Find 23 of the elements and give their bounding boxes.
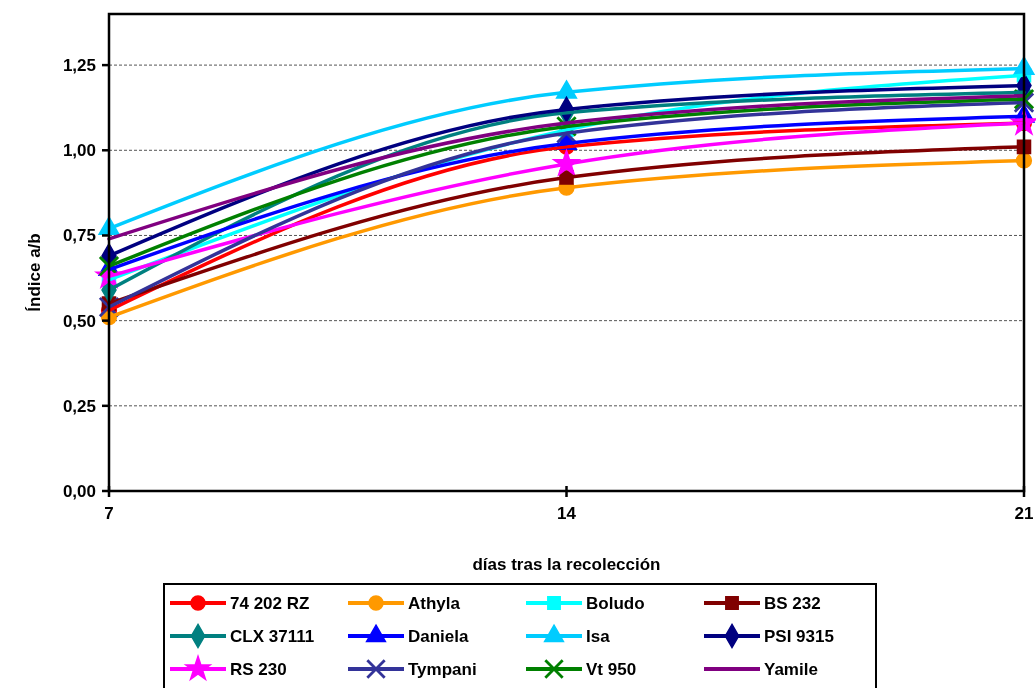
legend-label: PSI 9315	[764, 626, 834, 646]
x-tick-label: 7	[104, 504, 114, 523]
y-tick-label: 0,25	[62, 396, 96, 416]
legend-label: Vt 950	[586, 659, 637, 679]
y-tick-label: 0,50	[62, 311, 96, 331]
legend-label: RS 230	[230, 659, 287, 679]
x-tick-label: 14	[557, 504, 577, 523]
legend-label: CLX 37111	[230, 626, 315, 646]
x-tick-label: 21	[1014, 504, 1034, 523]
y-tick-label: 1,25	[62, 56, 96, 76]
legend-label: Athyla	[408, 593, 461, 613]
y-tick-label: 0,00	[62, 481, 96, 501]
y-axis-title: Índice a/b	[25, 233, 44, 312]
legend-label: BS 232	[764, 593, 821, 613]
legend-label: Daniela	[408, 626, 470, 646]
x-axis-title: días tras la recolección	[472, 555, 661, 574]
legend-label: Yamile	[764, 659, 818, 679]
legend-label: Tympani	[408, 659, 477, 679]
y-tick-label: 1,00	[62, 141, 96, 161]
legend-label: 74 202 RZ	[230, 593, 310, 613]
legend-label: Isa	[586, 626, 611, 646]
legend-label: Boludo	[586, 593, 645, 613]
y-tick-label: 0,75	[62, 226, 96, 246]
